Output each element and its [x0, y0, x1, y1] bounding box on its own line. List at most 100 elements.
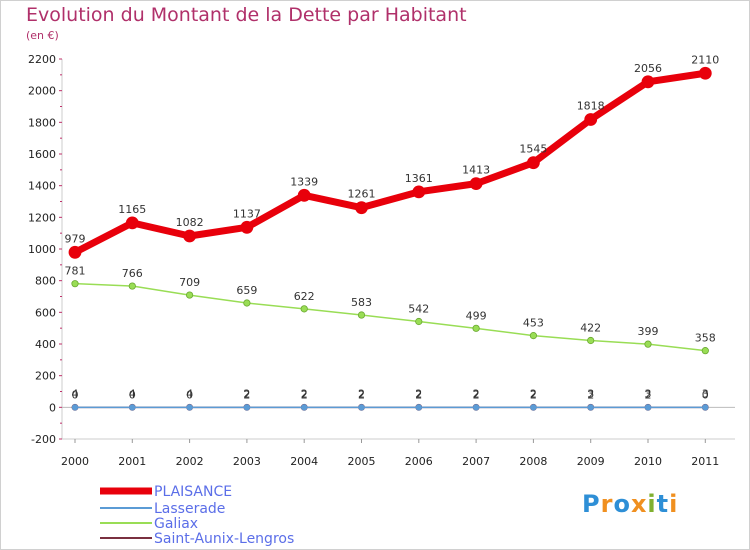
galiax-data-label: 659 [236, 284, 257, 297]
y-tick-label: 600 [35, 306, 56, 319]
galiax-data-label: 453 [523, 317, 544, 330]
logo-letter: r [600, 490, 614, 518]
plaisance-point [698, 66, 712, 80]
lasserade-data-label: 3 [645, 387, 652, 400]
plaisance-data-label: 1261 [348, 188, 376, 201]
plaisance-data-label: 1545 [519, 143, 547, 156]
x-tick-label: 2005 [348, 455, 376, 468]
chart-subtitle: (en €) [26, 29, 59, 42]
galiax-point [357, 311, 366, 319]
legend-label-galiax: Galiax [154, 516, 198, 532]
y-tick-label: 1800 [28, 116, 56, 129]
galiax-point [587, 336, 595, 345]
logo-letter: x [630, 490, 648, 518]
plaisance-data-label: 1137 [233, 207, 261, 220]
plaisance-data-label: 1413 [462, 164, 490, 177]
x-tick-label: 2006 [405, 455, 433, 468]
plaisance-point [412, 185, 426, 199]
x-tick-label: 2002 [176, 455, 204, 468]
x-tick-label: 2010 [634, 455, 662, 468]
saint-aunix-lengros-data-label: 2 [358, 388, 365, 401]
y-tick-label: 400 [35, 338, 56, 351]
lasserade-point [415, 404, 422, 411]
x-tick-label: 2001 [118, 455, 146, 468]
plaisance-data-label: 1339 [290, 175, 318, 188]
plaisance-point [527, 156, 540, 170]
y-tick-label: -200 [31, 433, 56, 446]
galiax-line [74, 282, 706, 352]
lasserade-data-label: 4 [72, 387, 79, 400]
saint-aunix-lengros-data-label: 2 [530, 388, 537, 401]
x-tick-label: 2003 [233, 455, 261, 468]
lasserade-point [472, 404, 480, 411]
plaisance-point [240, 220, 254, 234]
galiax-data-label: 499 [466, 309, 487, 322]
lasserade-data-label: 3 [702, 387, 709, 400]
plaisance-point [584, 113, 598, 126]
x-tick-label: 2004 [290, 455, 318, 468]
galiax-point [128, 282, 136, 290]
plaisance-data-label: 1165 [118, 203, 146, 216]
plaisance-data-label: 1361 [405, 172, 433, 185]
chart-title: Evolution du Montant de la Dette par Hab… [26, 4, 467, 26]
galiax-data-label: 709 [179, 276, 200, 289]
lasserade-point [644, 404, 652, 411]
galiax-point [71, 280, 79, 288]
legend-label-lasserade: Lasserade [154, 501, 225, 517]
lasserade-data-label: 2 [473, 387, 480, 400]
legend-label-saint-aunix-lengros: Saint-Aunix-Lengros [154, 531, 294, 547]
y-tick-label: 2000 [28, 85, 56, 98]
plaisance-data-label: 2056 [634, 62, 662, 75]
lasserade-point [129, 404, 136, 411]
logo-letter: P [582, 490, 601, 518]
plaisance-point [469, 177, 483, 191]
saint-aunix-lengros-data-label: 2 [645, 388, 652, 401]
plaisance-line [73, 69, 706, 256]
lasserade-data-label: 2 [358, 387, 365, 400]
lasserade-point [530, 404, 537, 411]
lasserade-data-label: 2 [415, 387, 422, 400]
logo-letter: i [669, 490, 679, 518]
lasserade-point [702, 404, 709, 411]
plaisance-point [641, 75, 655, 89]
lasserade-point [301, 404, 308, 411]
lasserade-data-label: 2 [301, 387, 308, 400]
x-tick-label: 2008 [519, 455, 547, 468]
logo-letter: i [647, 490, 657, 518]
lasserade-point [186, 404, 193, 411]
galiax-data-label: 542 [408, 303, 429, 316]
x-tick-label: 2007 [462, 455, 490, 468]
plaisance-data-label: 2110 [691, 53, 719, 66]
lasserade-data-label: 4 [129, 387, 136, 400]
logo-letter: t [656, 490, 670, 518]
proxiti-logo: Proxiti [582, 490, 678, 518]
galiax-point [701, 347, 709, 355]
legend-label-plaisance: PLAISANCE [154, 484, 232, 500]
plaisance-data-label: 1082 [176, 216, 204, 229]
galiax-data-label: 622 [294, 290, 315, 303]
galiax-point [243, 299, 251, 307]
y-tick-label: 1400 [28, 180, 56, 193]
galiax-point [529, 332, 538, 340]
logo-letter: o [613, 490, 631, 518]
saint-aunix-lengros-data-label: 0 [72, 388, 79, 401]
galiax-point [300, 305, 308, 313]
lasserade-data-label: 2 [243, 387, 250, 400]
lasserade-point [243, 404, 251, 411]
galiax-point [644, 340, 652, 348]
x-tick-label: 2000 [61, 455, 89, 468]
y-tick-label: 800 [35, 275, 56, 288]
y-tick-label: 1200 [28, 211, 56, 224]
y-tick-label: 2200 [28, 53, 56, 66]
galiax-point [415, 317, 423, 326]
plaisance-point [297, 188, 311, 202]
y-tick-label: 1600 [28, 148, 56, 161]
lasserade-point [358, 404, 365, 411]
plaisance-data-label: 979 [65, 232, 86, 245]
y-tick-label: 200 [35, 370, 56, 383]
galiax-data-label: 422 [580, 322, 601, 335]
saint-aunix-lengros-data-label: 0 [702, 388, 709, 401]
plaisance-point [183, 229, 197, 243]
galiax-data-label: 766 [122, 267, 143, 280]
